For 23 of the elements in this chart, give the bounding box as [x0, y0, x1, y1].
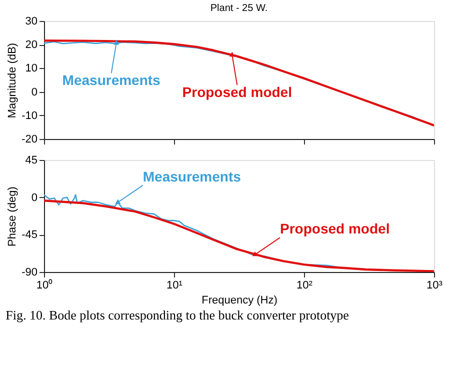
chart-title: Plant - 25 W.: [210, 3, 268, 14]
y-axis-title: Magnitude (dB): [6, 42, 19, 118]
y-tick-label: 30: [25, 16, 38, 28]
y-tick-label: 0: [31, 192, 38, 204]
x-tick-label: 10⁰: [36, 278, 53, 292]
y-tick-label: 20: [25, 39, 38, 52]
y-tick-label: -10: [22, 110, 38, 122]
y-tick-label: -45: [22, 229, 38, 242]
x-axis-title: Frequency (Hz): [202, 294, 278, 306]
caption: Fig. 10. Bode plots corresponding to the buck converter prototype: [6, 308, 350, 322]
y-tick-label: 10: [25, 62, 38, 75]
x-tick-label: 10¹: [166, 280, 183, 292]
annotation: Proposed model: [280, 220, 390, 237]
annotation: Measurements: [142, 168, 242, 184]
x-tick-label: 10³: [426, 280, 443, 292]
y-axis-title: Phase (deg): [6, 186, 19, 246]
y-tick-label: -90: [22, 266, 38, 278]
annotation: Proposed model: [182, 84, 292, 100]
x-tick-label: 10²: [296, 280, 313, 292]
y-tick-label: -20: [22, 134, 38, 146]
y-tick-label: 45: [25, 154, 38, 166]
y-tick-label: 0: [31, 86, 38, 98]
annotation: Measurements: [62, 72, 161, 88]
